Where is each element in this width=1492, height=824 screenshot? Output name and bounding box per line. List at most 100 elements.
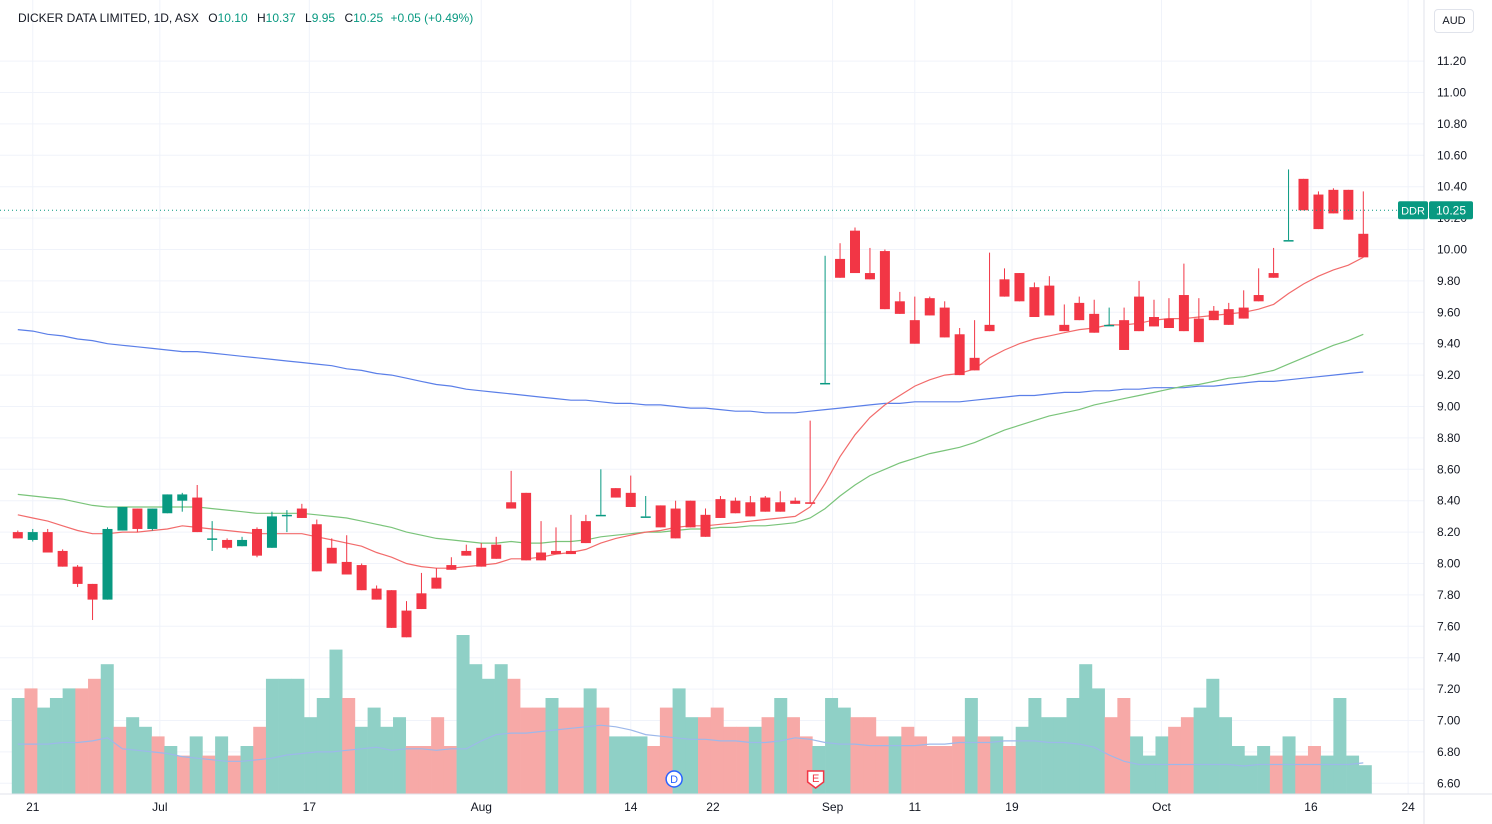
volume-bar (977, 736, 991, 794)
candle-body (1223, 309, 1234, 325)
volume-bar (138, 726, 152, 794)
candle (311, 519, 322, 572)
candle-body (1253, 295, 1264, 302)
candle (1119, 307, 1130, 350)
y-tick-label: 6.80 (1437, 745, 1461, 759)
candle-body (416, 593, 427, 610)
last-price-tag: 10.25 (1436, 203, 1466, 217)
volume-bar (215, 736, 229, 794)
x-tick-label: 22 (706, 800, 720, 814)
candle (341, 535, 352, 575)
low-value: 9.95 (311, 11, 336, 25)
x-tick-label: 24 (1401, 800, 1415, 814)
candle-body (222, 539, 233, 548)
candle-body (1119, 320, 1130, 350)
moving-averages (17, 256, 1364, 767)
volume-bar (621, 736, 635, 794)
candle (745, 495, 756, 517)
candle-body (640, 516, 651, 518)
volume-bar (723, 726, 737, 794)
candle (177, 492, 188, 512)
volume-bar (88, 678, 102, 794)
volume-bar (558, 707, 572, 794)
candle (132, 508, 143, 533)
x-tick-label: 17 (303, 800, 317, 814)
volume-bar (939, 746, 953, 794)
close-value: 10.25 (353, 11, 384, 25)
candle-body (237, 539, 248, 547)
volume-bar (1002, 746, 1016, 794)
candle (1014, 273, 1025, 302)
volume-bar (380, 726, 394, 794)
candle-body (999, 279, 1010, 297)
volume-bar (11, 698, 25, 794)
volume-bar (1015, 726, 1029, 794)
candle-body (102, 528, 113, 600)
volume-bar (990, 736, 1004, 794)
high-value: 10.37 (265, 11, 296, 25)
candle-body (924, 298, 935, 316)
candle-body (864, 273, 875, 280)
volume-bar (609, 736, 623, 794)
candle-body (909, 320, 920, 344)
volume-bar (126, 717, 140, 794)
volume-bar (825, 698, 839, 794)
candle (610, 488, 621, 498)
candle-body (296, 508, 307, 518)
dividend-marker (665, 770, 683, 788)
candle (117, 506, 128, 531)
volume-bar (304, 717, 318, 794)
volume-bar (75, 688, 89, 794)
volume-bar (367, 707, 381, 794)
candle (1358, 191, 1369, 258)
candle-body (879, 251, 890, 310)
candle-body (730, 500, 741, 514)
earnings-marker (806, 770, 825, 789)
candle (1074, 296, 1085, 321)
y-tick-label: 11.00 (1437, 86, 1466, 100)
candle-body (1029, 287, 1040, 318)
volume-bar (926, 746, 940, 794)
candle (162, 494, 173, 514)
y-tick-label: 8.00 (1437, 557, 1461, 571)
y-tick-label: 9.20 (1437, 368, 1461, 382)
ema-mid-line (17, 333, 1364, 544)
y-tick-label: 9.80 (1437, 274, 1461, 288)
y-tick-label: 10.60 (1437, 148, 1467, 162)
volume-bar (151, 736, 165, 794)
candle (1149, 299, 1159, 327)
volume-bar (901, 726, 915, 794)
close-label: C (344, 11, 354, 25)
currency-button[interactable]: AUD (1434, 9, 1474, 33)
y-tick-label: 8.40 (1437, 494, 1461, 508)
volume-bar (316, 698, 330, 794)
candle-body (655, 505, 666, 528)
candle (192, 485, 203, 533)
earnings-marker-label: E (812, 773, 819, 785)
volume-bar (49, 698, 63, 794)
candle (371, 585, 382, 600)
candle-body (595, 514, 606, 517)
candle-body (1149, 317, 1159, 327)
candle (1253, 268, 1264, 302)
candle-body (147, 508, 158, 529)
candle (1238, 290, 1249, 319)
candle-body (1074, 302, 1085, 321)
candle (939, 301, 950, 338)
candle (1029, 282, 1040, 318)
candle (670, 500, 681, 539)
y-tick-label: 7.20 (1437, 682, 1461, 696)
candle-body (1104, 324, 1115, 327)
candle-body (521, 492, 532, 561)
x-tick-label: 16 (1304, 800, 1318, 814)
ema-slow-line (17, 329, 1364, 414)
candle-body (1298, 178, 1309, 211)
candle (416, 572, 427, 610)
candle-body (446, 565, 457, 570)
volume-bar (354, 726, 368, 794)
low-label: L (305, 11, 312, 25)
candle (1104, 307, 1115, 327)
candle-body (565, 550, 576, 555)
